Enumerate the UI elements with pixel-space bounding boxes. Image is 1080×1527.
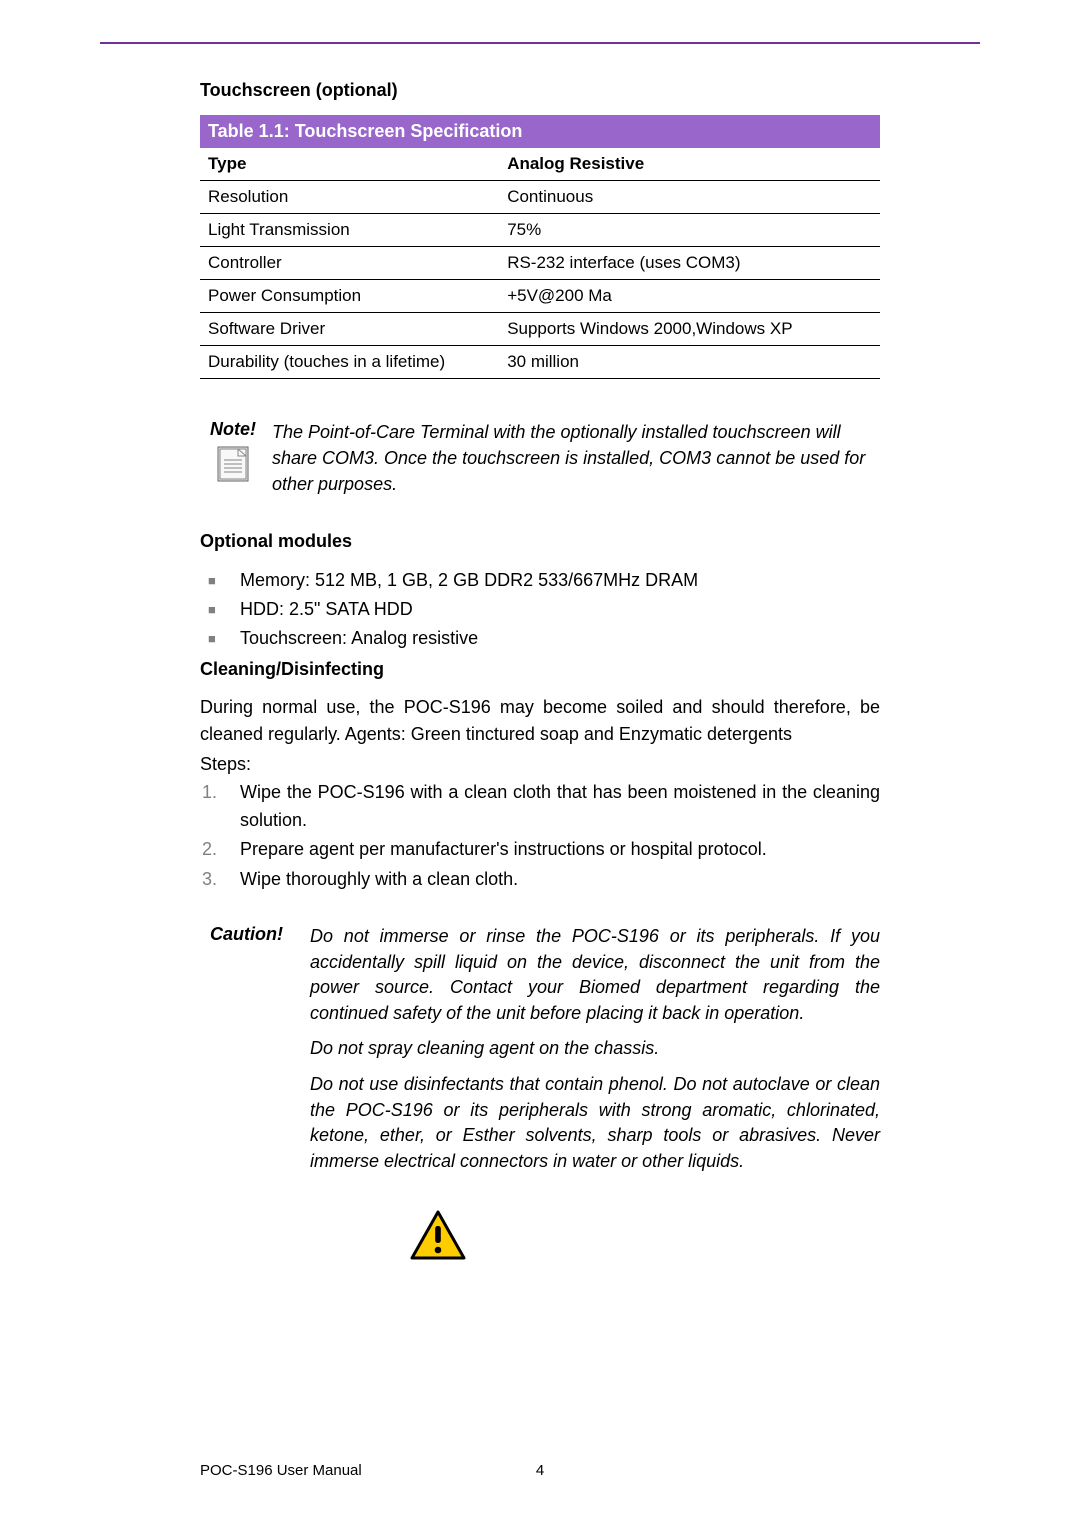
- caution-icon-column: [410, 1210, 466, 1265]
- list-item: Wipe thoroughly with a clean cloth.: [200, 866, 880, 894]
- caution-text: Do not immerse or rinse the POC-S196 or …: [310, 924, 880, 1184]
- footer-doc-title: POC-S196 User Manual: [200, 1462, 362, 1479]
- modules-heading: Optional modules: [200, 531, 880, 552]
- table-title: Table 1.1: Touchscreen Specification: [200, 115, 880, 148]
- caution-paragraph: Do not spray cleaning agent on the chass…: [310, 1036, 880, 1062]
- table-cell: +5V@200 Ma: [499, 280, 880, 313]
- table-col2-header: Analog Resistive: [499, 148, 880, 181]
- caution-paragraph: Do not immerse or rinse the POC-S196 or …: [310, 924, 880, 1026]
- header-rule: [100, 42, 980, 44]
- cleaning-paragraph: During normal use, the POC-S196 may beco…: [200, 694, 880, 748]
- list-item: Memory: 512 MB, 1 GB, 2 GB DDR2 533/667M…: [200, 566, 880, 595]
- note-text: The Point-of-Care Terminal with the opti…: [272, 419, 880, 497]
- cleaning-heading: Cleaning/Disinfecting: [200, 659, 880, 680]
- table-cell: Light Transmission: [200, 214, 499, 247]
- caution-paragraph: Do not use disinfectants that contain ph…: [310, 1072, 880, 1174]
- table-cell: RS-232 interface (uses COM3): [499, 247, 880, 280]
- modules-list: Memory: 512 MB, 1 GB, 2 GB DDR2 533/667M…: [200, 566, 880, 652]
- table-cell: Supports Windows 2000,Windows XP: [499, 313, 880, 346]
- cleaning-steps: Wipe the POC-S196 with a clean cloth tha…: [200, 779, 880, 895]
- table-cell: Resolution: [200, 181, 499, 214]
- note-label-column: Note!: [210, 419, 256, 482]
- page-content: Touchscreen (optional) Table 1.1: Touchs…: [200, 80, 880, 1184]
- table-cell: Durability (touches in a lifetime): [200, 346, 499, 379]
- note-label: Note!: [210, 419, 256, 440]
- list-item: Prepare agent per manufacturer's instruc…: [200, 836, 880, 864]
- table-cell: Continuous: [499, 181, 880, 214]
- table-cell: 75%: [499, 214, 880, 247]
- note-block: Note! The Point-of-Care Terminal with th…: [210, 419, 880, 497]
- table-cell: Controller: [200, 247, 499, 280]
- touchscreen-spec-table: Table 1.1: Touchscreen Specification Typ…: [200, 115, 880, 379]
- steps-label: Steps:: [200, 754, 880, 775]
- table-cell: 30 million: [499, 346, 880, 379]
- table-col1-header: Type: [200, 148, 499, 181]
- warning-triangle-icon: [410, 1210, 466, 1260]
- footer-page-number: 4: [536, 1462, 544, 1479]
- caution-block: Caution! Do not immerse or rinse the POC…: [210, 924, 880, 1184]
- caution-label: Caution!: [210, 924, 300, 945]
- note-document-icon: [217, 446, 249, 482]
- touchscreen-heading: Touchscreen (optional): [200, 80, 880, 101]
- list-item: HDD: 2.5" SATA HDD: [200, 595, 880, 624]
- page-footer: POC-S196 User Manual 4: [200, 1462, 880, 1479]
- list-item: Touchscreen: Analog resistive: [200, 624, 880, 653]
- table-cell: Software Driver: [200, 313, 499, 346]
- list-item: Wipe the POC-S196 with a clean cloth tha…: [200, 779, 880, 835]
- table-cell: Power Consumption: [200, 280, 499, 313]
